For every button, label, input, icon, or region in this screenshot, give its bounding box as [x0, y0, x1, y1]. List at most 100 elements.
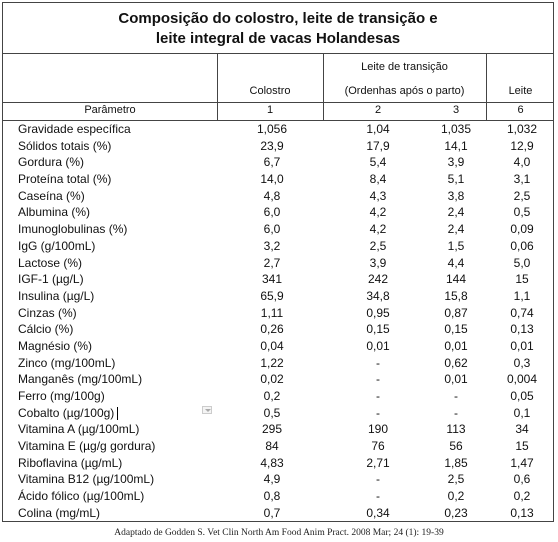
milking-3-value: 14,1: [444, 138, 468, 153]
milking-2-value: 190: [367, 422, 389, 437]
milking-2-value: 17,9: [366, 138, 390, 153]
header-rule: [3, 120, 553, 121]
milk-6-value: 0,2: [513, 489, 531, 504]
colostro-value: 84: [265, 439, 279, 454]
table-row: Gordura (%) 6,7 5,4 3,9 4,0: [3, 154, 553, 171]
parameter-cell: Cinzas (%): [18, 305, 77, 320]
colostro-value: 4,8: [263, 188, 281, 203]
table-row: Lactose (%) 2,7 3,9 4,4 5,0: [3, 255, 553, 272]
parameter-cell: Ácido fólico (µg/100mL): [18, 489, 145, 504]
milking-2-value: 1,04: [366, 122, 390, 136]
table-row: Vitamina E (µg/g gordura) 84 76 56 15: [3, 438, 553, 455]
milking-3-value: 2,5: [447, 472, 465, 487]
table-row: Cálcio (%) 0,26 0,15 0,15 0,13: [3, 321, 553, 338]
table-row: Gravidade específica 1,056 1,04 1,035 1,032: [3, 121, 553, 138]
composition-table: Composição do colostro, leite de transiç…: [2, 2, 554, 522]
colostro-value: 4,83: [260, 455, 284, 470]
colostro-value: 2,7: [263, 255, 281, 270]
milkings-subtitle: (Ordenhas após o parto): [344, 85, 465, 97]
milking-2-value: 0,34: [366, 505, 390, 520]
colostro-value: 23,9: [260, 138, 284, 153]
parameter-cell: Albumina (%): [18, 205, 91, 220]
milking-2-value: 4,3: [369, 188, 387, 203]
table-row: Zinco (mg/100mL) 1,22 - 0,62 0,3: [3, 355, 553, 372]
colostro-value: 6,7: [263, 155, 281, 170]
colostro-value: 3,2: [263, 238, 281, 253]
table-title: Composição do colostro, leite de transiç…: [3, 3, 553, 54]
milking-3-value: 15,8: [444, 288, 468, 303]
milking-number-1: 1: [266, 104, 274, 116]
milk-6-value: 15: [515, 439, 529, 454]
milk-6-value: 1,032: [506, 122, 538, 136]
milking-number-2: 2: [374, 104, 382, 116]
table-row: Imunoglobulinas (%) 6,0 4,2 2,4 0,09: [3, 221, 553, 238]
milking-number-6: 6: [517, 104, 524, 116]
milk-6-value: 0,5: [513, 205, 531, 220]
milk-6-value: 1,47: [510, 455, 534, 470]
milk-6-value: 0,13: [510, 322, 534, 337]
dropdown-toggle-icon[interactable]: [202, 405, 212, 414]
table-body: Gravidade específica 1,056 1,04 1,035 1,032 S…: [3, 121, 553, 522]
milking-2-value: 0,01: [366, 338, 390, 353]
colostro-value: 341: [261, 272, 283, 287]
parameter-cell: IgG (g/100mL): [18, 238, 96, 253]
milking-2-value: 0,15: [366, 322, 390, 337]
milking-3-value: -: [454, 405, 458, 420]
table-row: Cobalto (µg/100g) 0,5 - - 0,1: [3, 405, 553, 422]
milking-3-value: 0,01: [444, 372, 468, 387]
milking-2-value: 2,71: [366, 455, 390, 470]
milk-6-value: 2,5: [513, 188, 531, 203]
table-row: IGF-1 (µg/L) 341 242 144 15: [3, 271, 553, 288]
milk-6-value: 0,09: [510, 222, 534, 237]
parameter-cell: IGF-1 (µg/L): [18, 272, 84, 287]
milking-3-value: 1,035: [440, 122, 472, 136]
milking-3-value: 2,4: [447, 205, 465, 220]
parameter-cell: Vitamina B12 (µg/100mL): [18, 472, 155, 487]
parameter-cell: Gordura (%): [18, 155, 85, 170]
milking-3-value: 0,15: [444, 322, 468, 337]
title-line-2: leite integral de vacas Holandesas: [155, 30, 401, 47]
milk-6-value: 0,06: [510, 238, 534, 253]
header-divider: [486, 54, 487, 121]
parameter-cell: Vitamina E (µg/g gordura): [18, 439, 156, 454]
colostro-value: 0,26: [260, 322, 284, 337]
colostro-header: Colostro: [249, 85, 291, 97]
colostro-value: 0,2: [263, 389, 281, 403]
colostro-value: 1,056: [256, 122, 288, 136]
table-row: Manganês (mg/100mL) 0,02 - 0,01 0,004: [3, 371, 553, 388]
parameter-cell: Riboflavina (µg/mL): [18, 455, 123, 470]
table-row: Cinzas (%) 1,11 0,95 0,87 0,74: [3, 305, 553, 322]
table-row: Ferro (mg/100g) 0,2 - - 0,05: [3, 388, 553, 405]
milking-number-3: 3: [452, 104, 460, 116]
header-divider: [323, 54, 324, 121]
parameter-cell: Zinco (mg/100mL): [18, 355, 116, 370]
table-row: Ácido fólico (µg/100mL) 0,8 - 0,2 0,2: [3, 488, 553, 505]
milking-3-value: 56: [449, 439, 463, 454]
colostro-value: 14,0: [260, 172, 284, 187]
milking-2-value: -: [376, 389, 380, 403]
parameter-cell: Imunoglobulinas (%): [18, 222, 128, 237]
table-row: Albumina (%) 6,0 4,2 2,4 0,5: [3, 204, 553, 221]
colostro-value: 0,5: [263, 405, 281, 420]
colostro-value: 0,02: [260, 372, 284, 387]
text-cursor: [117, 406, 118, 420]
parameter-cell: Ferro (mg/100g): [18, 389, 105, 403]
header-divider: [217, 54, 218, 121]
parameter-cell: Colina (mg/mL): [18, 505, 101, 520]
table-row: Sólidos totais (%) 23,9 17,9 14,1 12,9: [3, 138, 553, 155]
colostro-value: 0,04: [260, 338, 284, 353]
parameter-cell: Proteína total (%): [18, 172, 112, 187]
colostro-value: 0,7: [263, 505, 281, 520]
table-row: Insulina (µg/L) 65,9 34,8 15,8 1,1: [3, 288, 553, 305]
milking-2-value: -: [376, 355, 380, 370]
parameter-cell: Cálcio (%): [18, 322, 74, 337]
milking-3-value: 1,5: [447, 238, 465, 253]
milking-3-value: 113: [446, 422, 466, 437]
parameter-cell: Manganês (mg/100mL): [18, 372, 143, 387]
milk-6-value: 4,0: [513, 155, 531, 170]
milk-6-value: 1,1: [513, 288, 531, 303]
table-row: Colina (mg/mL) 0,7 0,34 0,23 0,13: [3, 505, 553, 522]
transition-group-header: Leite de transição: [361, 61, 448, 73]
milking-3-value: -: [454, 389, 458, 403]
colostro-value: 6,0: [263, 205, 281, 220]
